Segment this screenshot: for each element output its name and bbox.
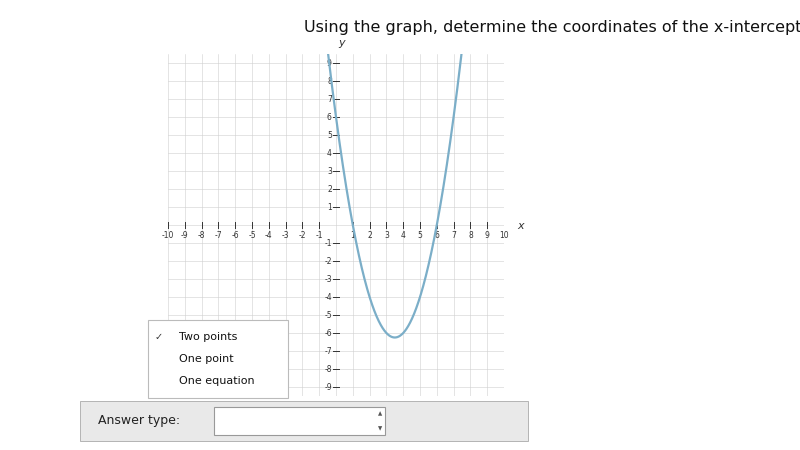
Text: 9: 9 bbox=[327, 58, 332, 68]
Text: Using the graph, determine the coordinates of the x-intercepts of the parabola.: Using the graph, determine the coordinat… bbox=[304, 20, 800, 35]
Text: -2: -2 bbox=[324, 256, 332, 266]
Text: -7: -7 bbox=[214, 231, 222, 240]
Text: ▼: ▼ bbox=[378, 426, 382, 432]
Text: -4: -4 bbox=[265, 231, 273, 240]
Text: 1: 1 bbox=[350, 231, 355, 240]
Bar bbox=[214, 407, 385, 435]
Text: -4: -4 bbox=[324, 292, 332, 302]
Text: One equation: One equation bbox=[179, 376, 254, 386]
Text: 8: 8 bbox=[327, 76, 332, 86]
Text: y: y bbox=[338, 38, 345, 48]
Text: Two points: Two points bbox=[179, 332, 237, 342]
Text: -9: -9 bbox=[324, 382, 332, 392]
Text: -5: -5 bbox=[324, 310, 332, 320]
Text: -6: -6 bbox=[324, 328, 332, 338]
Text: 3: 3 bbox=[384, 231, 389, 240]
Text: 5: 5 bbox=[327, 130, 332, 140]
Text: 2: 2 bbox=[327, 184, 332, 194]
Text: 1: 1 bbox=[327, 202, 332, 211]
Text: ✓: ✓ bbox=[155, 332, 163, 342]
Text: -3: -3 bbox=[282, 231, 290, 240]
Text: 6: 6 bbox=[327, 112, 332, 122]
Text: One point: One point bbox=[179, 354, 234, 364]
Text: -1: -1 bbox=[315, 231, 323, 240]
Text: 7: 7 bbox=[451, 231, 456, 240]
Text: Answer type:: Answer type: bbox=[98, 414, 180, 427]
Text: 5: 5 bbox=[418, 231, 422, 240]
Text: -6: -6 bbox=[231, 231, 239, 240]
Text: 4: 4 bbox=[401, 231, 406, 240]
Text: -7: -7 bbox=[324, 346, 332, 356]
Text: -1: -1 bbox=[324, 238, 332, 248]
Text: -2: -2 bbox=[298, 231, 306, 240]
Text: 2: 2 bbox=[367, 231, 372, 240]
Text: -5: -5 bbox=[248, 231, 256, 240]
Text: 7: 7 bbox=[327, 94, 332, 104]
Text: -3: -3 bbox=[324, 274, 332, 284]
Text: 9: 9 bbox=[485, 231, 490, 240]
Text: 6: 6 bbox=[434, 231, 439, 240]
Text: 10: 10 bbox=[499, 231, 509, 240]
Text: -10: -10 bbox=[162, 231, 174, 240]
Text: 3: 3 bbox=[327, 166, 332, 176]
Text: x: x bbox=[518, 221, 524, 231]
Text: -8: -8 bbox=[324, 364, 332, 373]
Text: -8: -8 bbox=[198, 231, 206, 240]
Text: 4: 4 bbox=[327, 148, 332, 157]
Text: ▲: ▲ bbox=[378, 411, 382, 416]
Text: 8: 8 bbox=[468, 231, 473, 240]
Text: -9: -9 bbox=[181, 231, 189, 240]
